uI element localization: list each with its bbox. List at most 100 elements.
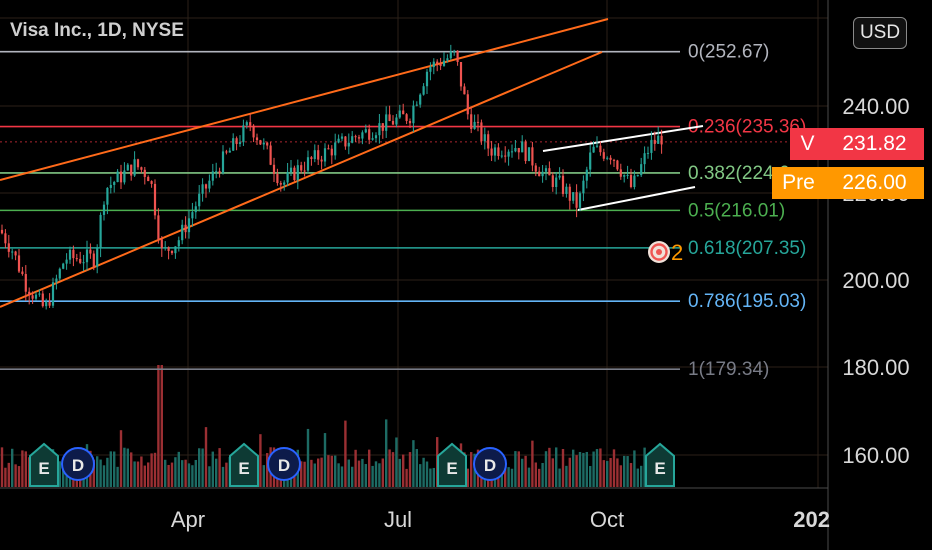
candle-body — [310, 157, 313, 159]
volume-bar — [7, 462, 10, 487]
candle-body — [11, 251, 14, 253]
candle-body — [337, 138, 340, 143]
candle-body — [340, 136, 344, 139]
candle-body — [497, 147, 500, 157]
volume-bar — [548, 447, 551, 487]
volume-bar — [636, 468, 639, 487]
volume-bar — [133, 461, 136, 487]
candle-body — [531, 147, 534, 166]
candle-body — [606, 157, 609, 159]
candle-body — [514, 148, 517, 152]
volume-bar — [633, 450, 636, 487]
volume-bar — [102, 465, 106, 487]
candle-body — [595, 145, 599, 147]
volume-bar — [429, 468, 432, 487]
candle-body — [167, 247, 170, 251]
target-count: 2 — [671, 240, 683, 265]
candle-body — [640, 164, 643, 176]
candle-body — [565, 186, 568, 194]
candle-body — [177, 240, 180, 247]
price-axis-label: 180.00 — [842, 355, 909, 380]
candle-body — [357, 137, 361, 139]
volume-bar — [643, 447, 646, 487]
volume-bar — [364, 464, 367, 487]
candle-body — [398, 110, 401, 118]
candle-body — [313, 150, 316, 159]
candle-body — [589, 152, 592, 170]
candle-body — [616, 160, 619, 170]
candle-body — [395, 117, 398, 125]
volume-bar — [524, 455, 527, 487]
symbol-title[interactable]: Visa Inc., 1D, NYSE — [10, 20, 184, 41]
candle-body — [21, 271, 24, 275]
candle-body — [466, 94, 469, 115]
volume-bar — [119, 430, 123, 487]
earnings-marker — [645, 442, 675, 487]
time-axis[interactable]: Apr Jul Oct 202 — [171, 507, 830, 532]
volume-bar — [136, 461, 140, 487]
earnings-marker-label: E — [238, 459, 249, 478]
volume-bar — [412, 440, 415, 487]
candle-body — [507, 151, 510, 157]
volume-bar — [357, 460, 361, 487]
candle-body — [211, 171, 214, 181]
candle-body — [646, 152, 650, 154]
volume-bar — [215, 458, 218, 487]
candle-body — [0, 229, 4, 234]
volume-bar — [432, 467, 435, 487]
candle-body — [459, 61, 463, 87]
candle-body — [388, 114, 391, 121]
candle-body — [245, 122, 248, 126]
candle-body — [96, 247, 99, 267]
candle-body — [153, 183, 157, 216]
premarket-label: Pre — [772, 167, 825, 199]
candle-body — [429, 67, 432, 72]
candle-body — [286, 172, 289, 183]
fib-level-label: 0.236(235.36) — [688, 117, 806, 138]
candle-body — [82, 262, 85, 264]
last-price-symbol: V — [790, 128, 825, 160]
volume-bar — [99, 459, 102, 487]
candle-body — [490, 148, 493, 156]
volume-bar — [599, 448, 602, 487]
candle-body — [34, 294, 38, 299]
candle-body — [136, 159, 140, 168]
candle-body — [463, 86, 466, 95]
volume-bar — [147, 462, 150, 487]
earnings-marker — [29, 442, 59, 487]
candle-body — [116, 171, 119, 183]
volume-bar — [572, 449, 575, 487]
volume-bar — [191, 465, 194, 487]
volume-bar — [160, 365, 163, 487]
volume-bar — [21, 450, 24, 487]
candle-body — [623, 175, 626, 177]
volume-bar — [303, 461, 306, 487]
trend-lines[interactable] — [0, 18, 704, 308]
candle-body — [160, 239, 163, 249]
volume-bar — [589, 466, 592, 487]
volume-bar — [575, 455, 578, 487]
currency-button[interactable]: USD — [853, 17, 907, 49]
candle-body — [415, 104, 418, 106]
candle-body — [561, 175, 565, 194]
candle-body — [106, 187, 109, 205]
price-target[interactable]: 2 — [648, 240, 683, 265]
volume-bar — [619, 465, 622, 487]
candle-body — [558, 175, 561, 178]
candle-body — [68, 249, 72, 260]
volume-bar — [164, 459, 167, 487]
dividend-marker — [61, 447, 95, 481]
candle-body — [657, 135, 660, 144]
candle-body — [619, 169, 622, 177]
volume-bar — [96, 456, 99, 487]
volume-bar — [374, 461, 378, 487]
candle-body — [487, 134, 490, 149]
candle-body — [140, 167, 143, 170]
volume-bar — [313, 463, 316, 487]
fibonacci-retracement[interactable]: 0(252.67) 0.236(235.36) 0.382(224.6 0.5(216… — [0, 42, 828, 381]
volume-bar — [317, 458, 320, 487]
volume-bar — [354, 449, 357, 487]
volume-bar — [17, 466, 21, 487]
